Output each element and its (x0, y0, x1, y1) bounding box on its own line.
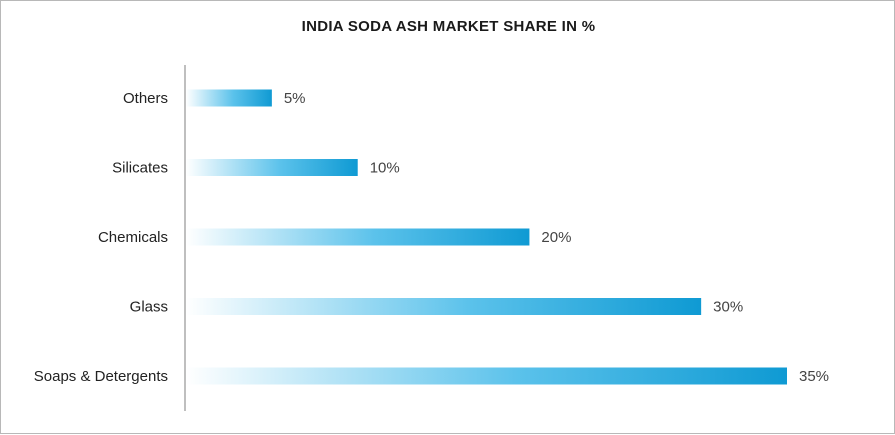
bar (186, 89, 272, 107)
value-label: 20% (541, 229, 571, 246)
category-label: Glass (130, 299, 168, 316)
value-label: 5% (284, 90, 306, 107)
chart-title: INDIA SODA ASH MARKET SHARE IN % (301, 18, 596, 35)
bar (186, 367, 787, 385)
bar (186, 298, 702, 315)
bars-layer: Others 5% Silicates 10% Chemicals 20% Glass 30%… (34, 89, 829, 385)
value-label: 35% (799, 368, 829, 385)
category-label: Others (123, 90, 168, 107)
category-label: Soaps & Detergents (34, 368, 168, 385)
category-label: Chemicals (98, 229, 168, 246)
value-label: 10% (370, 160, 400, 177)
category-label: Silicates (112, 160, 168, 177)
bar (186, 228, 530, 246)
bar (186, 159, 358, 176)
value-label: 30% (713, 299, 743, 316)
